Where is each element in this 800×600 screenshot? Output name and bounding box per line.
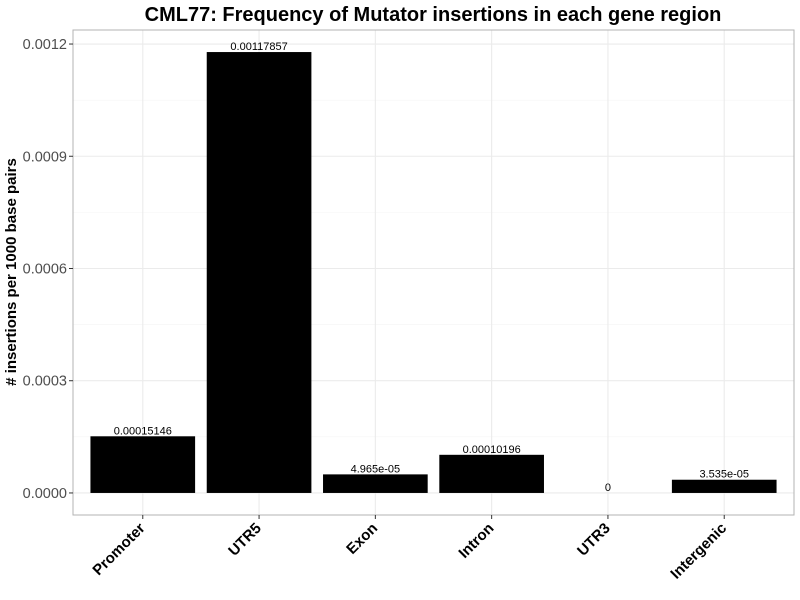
data-label-utr5: 0.00117857	[230, 41, 287, 53]
x-tick-label-utr3: UTR3	[574, 520, 614, 560]
x-tick-label-intergenic: Intergenic	[667, 520, 730, 583]
bar-utr5	[206, 52, 312, 493]
data-label-intron: 0.00010196	[463, 444, 521, 456]
data-label-utr3: 0	[605, 482, 611, 494]
bars	[90, 52, 777, 493]
panel-border	[72, 29, 795, 516]
y-tick-label: 0.0003	[23, 374, 67, 390]
y-tick-label: 0.0012	[23, 37, 67, 53]
y-tick-label: 0.0006	[23, 261, 67, 277]
bar-promoter	[90, 436, 196, 493]
y-tick-label: 0.0000	[23, 486, 67, 502]
x-axis: Promoter UTR5 Exon Intron UTR3 Intergenic	[89, 515, 730, 583]
x-tick-label-exon: Exon	[343, 520, 381, 558]
x-tick-label-promoter: Promoter	[89, 520, 148, 579]
x-tick-label-intron: Intron	[455, 520, 497, 562]
y-axis-label: # insertions per 1000 base pairs	[3, 158, 20, 386]
y-axis: 0.0000 0.0003 0.0006 0.0009 0.0012	[23, 37, 73, 502]
bar-intergenic	[671, 479, 777, 493]
data-label-exon: 4.965e-05	[351, 463, 401, 475]
chart-title: CML77: Frequency of Mutator insertions i…	[145, 4, 722, 26]
y-tick-label: 0.0009	[23, 149, 67, 165]
bar-intron	[439, 454, 544, 493]
data-label-intergenic: 3.535e-05	[699, 469, 749, 481]
bar-exon	[323, 474, 428, 493]
data-labels: 0.00015146 0.00117857 4.965e-05 0.00010196 0…	[114, 41, 749, 494]
data-label-promoter: 0.00015146	[114, 425, 172, 437]
plot-panel: 0.00015146 0.00117857 4.965e-05 0.00010196 0…	[72, 29, 795, 516]
x-tick-label-utr5: UTR5	[225, 520, 265, 560]
